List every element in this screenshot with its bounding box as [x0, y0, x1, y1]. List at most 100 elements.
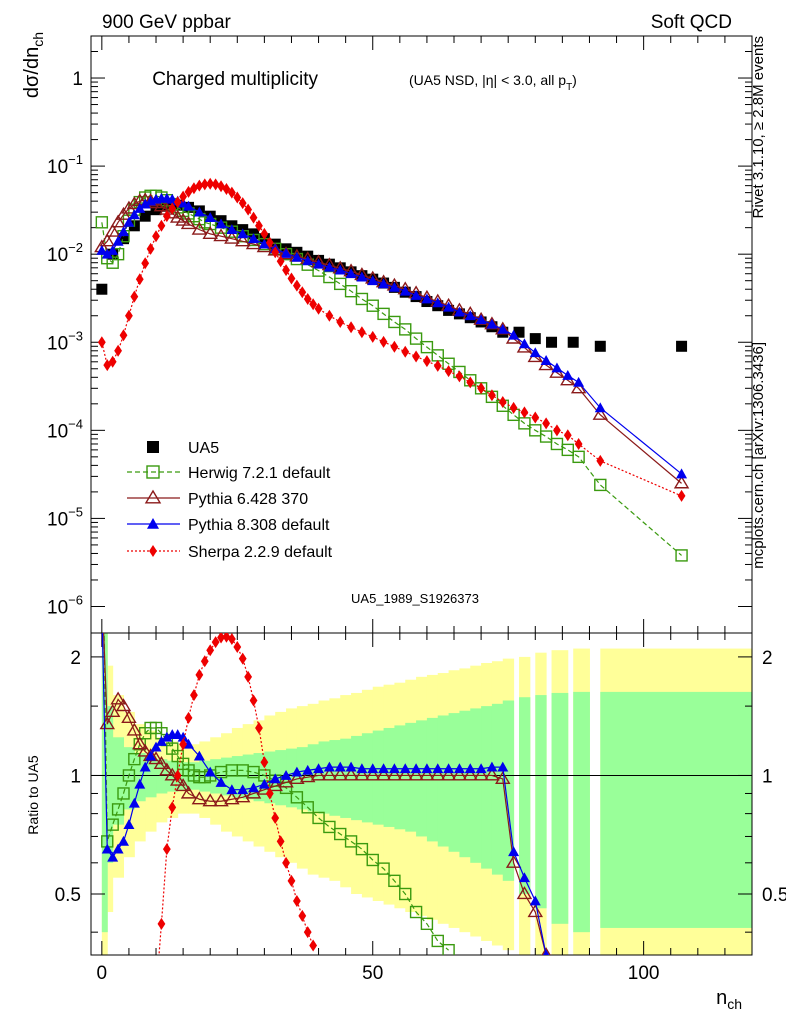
herwig-point [431, 349, 444, 362]
sherpa-ratio-point [233, 640, 242, 653]
pythia6-point [104, 223, 121, 237]
pythia6-ratio-point [440, 767, 457, 781]
pythia8-ratio-point [529, 895, 541, 906]
pythia8-point [399, 285, 411, 296]
pythia6-ratio-point [495, 771, 511, 785]
pythia6-ratio-point [110, 691, 126, 705]
pythia6-ratio-point [159, 762, 175, 776]
sherpa-ratio-point [227, 633, 236, 646]
pythia8-point [562, 369, 574, 380]
ua5-point [567, 336, 579, 348]
pythia8-ratio-point [155, 735, 167, 746]
sherpa-point [574, 437, 583, 450]
pythia8-point [551, 362, 563, 373]
sherpa-point [563, 429, 572, 442]
sherpa-ratio-point [276, 835, 285, 848]
pythia6-ratio-point [397, 767, 413, 781]
herwig-ratio-point [420, 917, 434, 931]
ratio-frame [90, 632, 753, 956]
side-label-top: Rivet 3.1.10, ≥ 2.8M events [750, 36, 767, 219]
pythia8-point [112, 235, 124, 246]
uncertainty-band-inner [535, 695, 547, 909]
y-tick-label: 10−1 [47, 152, 83, 178]
pythia8-point [378, 278, 390, 289]
herwig-point [366, 299, 379, 312]
pythia8-ratio-point [399, 763, 411, 774]
pythia6-ratio-point [202, 793, 218, 807]
herwig-ratio-point [111, 803, 125, 816]
sherpa-point [271, 246, 280, 259]
pythia6-ratio-point [365, 767, 381, 781]
pythia8-ratio-point [248, 782, 260, 793]
sherpa-ratio-point [265, 787, 274, 800]
sherpa-ratio-point [195, 668, 204, 681]
herwig-ratio-point [323, 820, 336, 834]
pythia6-point [202, 226, 218, 239]
ua5-point [118, 233, 130, 245]
pythia6-ratio-point [332, 767, 348, 781]
pythia8-point [334, 264, 346, 275]
sherpa-point [125, 309, 133, 322]
pythia6-ratio-point [245, 785, 262, 799]
pythia6-ratio-point [180, 785, 197, 799]
pythia6-ratio-point [153, 756, 170, 769]
sherpa-point [141, 257, 150, 270]
pythia6-ratio-point [462, 767, 478, 781]
sherpa-point [498, 395, 507, 408]
pythia8-point [101, 248, 113, 259]
sherpa-point [553, 424, 561, 437]
pythia8-ratio-point [112, 843, 124, 854]
pythia8-ratio-point [123, 819, 135, 830]
pythia8-point [475, 314, 487, 325]
x-axis-label: nch [716, 987, 742, 1012]
sherpa-ratio-point [271, 811, 280, 824]
pythia8-point [464, 310, 476, 321]
pythia6-point [592, 406, 609, 420]
y-tick-label: 10−5 [47, 504, 83, 530]
pythia6-ratio-point [408, 767, 424, 781]
sherpa-ratio-point [292, 894, 301, 907]
sherpa-point [466, 376, 475, 389]
sherpa-ratio-point [162, 843, 171, 856]
pythia8-point [388, 281, 400, 292]
sherpa-ratio-line [158, 636, 314, 955]
sherpa-point [509, 401, 518, 414]
pythia8-ratio-point [161, 731, 173, 742]
pythia8-ratio-point [432, 763, 444, 774]
pythia8-ratio-point [388, 763, 400, 774]
pythia6-point [278, 246, 294, 260]
sherpa-point [227, 186, 236, 199]
pythia6-ratio-point [386, 767, 403, 781]
pythia8-ratio-point [269, 773, 281, 784]
legend-marker [149, 545, 157, 557]
sherpa-point [146, 242, 155, 255]
pythia6-ratio-point [169, 772, 186, 786]
sherpa-ratio-point [184, 711, 193, 724]
pythia6-ratio-point [191, 791, 208, 805]
pythia6-ratio-point [473, 767, 489, 781]
uncertainty-band-inner [156, 759, 168, 794]
pythia8-point [193, 206, 205, 217]
sherpa-point [390, 340, 399, 353]
pythia8-ratio-point [118, 835, 130, 846]
sherpa-point [206, 177, 215, 190]
sherpa-ratio-point [190, 689, 198, 702]
sherpa-point [233, 191, 242, 204]
herwig-point [409, 332, 423, 345]
pythia8-ratio-point [486, 761, 498, 772]
sherpa-point [255, 219, 263, 232]
sherpa-point [358, 326, 366, 339]
pythia8-point [183, 200, 195, 211]
sherpa-point [488, 389, 496, 402]
y-tick-label: 1 [72, 69, 83, 90]
uncertainty-band-inner [286, 748, 298, 808]
pythia8-point [139, 198, 151, 209]
pythia6-ratio-point [234, 789, 251, 803]
sherpa-point [179, 190, 188, 203]
ratio-y-axis-label: Ratio to UA5 [25, 755, 41, 835]
pythia6-ratio-point [267, 778, 283, 792]
ratio-y-tick-label: 1 [70, 766, 81, 787]
sherpa-point [401, 345, 410, 358]
pythia8-point [123, 216, 135, 227]
